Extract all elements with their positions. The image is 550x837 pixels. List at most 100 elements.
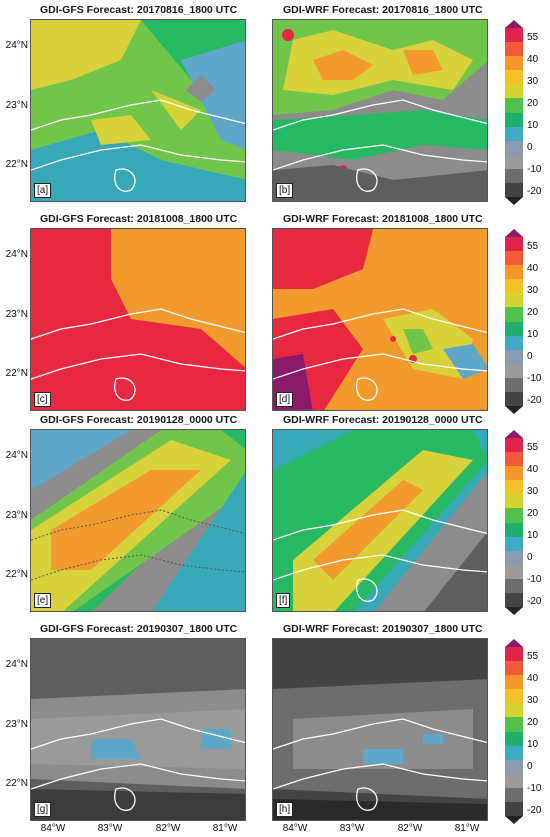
cbar-label-0: 0 <box>527 351 533 362</box>
colorbar-segment <box>505 787 523 803</box>
map-g-field <box>31 639 245 820</box>
cbar-label-55: 55 <box>527 241 539 252</box>
colorbar-labels-row3: 55 40 30 20 10 0 -10 -20 <box>527 430 550 615</box>
panel-title-b: GDI-WRF Forecast: 20170816_1800 UTC <box>283 4 483 16</box>
colorbar-segment <box>505 377 523 393</box>
panel-title-d: GDI-WRF Forecast: 20181008_1800 UTC <box>283 213 483 225</box>
panel-tag-a: [a] <box>34 183 52 198</box>
colorbar-segment <box>505 522 523 538</box>
colorbar-row3 <box>505 430 523 615</box>
panel-tag-g: [g] <box>34 802 52 817</box>
cbar-label-minus20: -20 <box>527 805 542 816</box>
colorbar-top-triangle <box>505 229 523 237</box>
cbar-label-minus20: -20 <box>527 395 542 406</box>
lat-label-23n-row4: 23°N <box>5 719 28 730</box>
lat-label-22n-row2: 22°N <box>5 368 28 379</box>
colorbar-segment <box>505 494 523 509</box>
lon-label-82w-left: 82°W <box>155 823 181 834</box>
lon-label-81w-left: 81°W <box>212 823 238 834</box>
lat-label-22n-row3: 22°N <box>5 569 28 580</box>
colorbar-bottom-triangle <box>505 816 523 824</box>
panel-title-c: GDI-GFS Forecast: 20181008_1800 UTC <box>40 213 238 225</box>
colorbar-segment <box>505 438 523 453</box>
map-h-field <box>273 639 487 820</box>
cbar-label-20: 20 <box>527 717 539 728</box>
map-panel-f: [f] <box>272 429 488 612</box>
colorbar-segment <box>505 480 523 495</box>
colorbar-segment <box>505 731 523 747</box>
colorbar-segment <box>505 703 523 718</box>
cbar-label-10: 10 <box>527 530 539 541</box>
colorbar-labels-row4: 55 40 30 20 10 0 -10 -20 <box>527 639 550 824</box>
map-panel-g: [g] <box>30 638 246 821</box>
colorbar-segment <box>505 112 523 128</box>
colorbar-segment <box>505 182 523 198</box>
colorbar-segment <box>505 717 523 732</box>
cbar-label-0: 0 <box>527 142 533 153</box>
panel-tag-d: [d] <box>276 392 294 407</box>
colorbar-segment <box>505 70 523 85</box>
colorbar-segment <box>505 168 523 184</box>
colorbar-bottom-triangle <box>505 607 523 615</box>
colorbar-segment <box>505 363 523 379</box>
colorbar-segment <box>505 307 523 322</box>
lon-label-84w-left: 84°W <box>40 823 66 834</box>
lon-label-82w-right: 82°W <box>397 823 423 834</box>
colorbar-bottom-triangle <box>505 406 523 414</box>
colorbar-top-triangle <box>505 639 523 647</box>
colorbar-row1 <box>505 20 523 205</box>
map-e-field <box>31 430 245 611</box>
colorbar-segment <box>505 279 523 294</box>
cbar-label-30: 30 <box>527 285 539 296</box>
panel-tag-b: [b] <box>276 183 294 198</box>
colorbar-segment <box>505 391 523 407</box>
cbar-label-55: 55 <box>527 651 539 662</box>
panel-title-g: GDI-GFS Forecast: 20190307_1800 UTC <box>40 623 238 635</box>
cbar-label-0: 0 <box>527 552 533 563</box>
colorbar-segment <box>505 84 523 99</box>
colorbar-segment <box>505 466 523 481</box>
cbar-label-minus10: -10 <box>527 783 542 794</box>
colorbar-segment <box>505 647 523 662</box>
colorbar-row4 <box>505 639 523 824</box>
colorbar-segment <box>505 140 523 156</box>
colorbar-segment <box>505 56 523 71</box>
lat-label-22n-row1: 22°N <box>5 159 28 170</box>
cbar-label-40: 40 <box>527 464 539 475</box>
colorbar-segment <box>505 154 523 170</box>
cbar-label-20: 20 <box>527 508 539 519</box>
lon-label-83w-right: 83°W <box>339 823 365 834</box>
cbar-label-55: 55 <box>527 442 539 453</box>
map-c-field <box>31 229 245 410</box>
cbar-label-55: 55 <box>527 32 539 43</box>
panel-tag-h: [h] <box>276 802 294 817</box>
colorbar-segment <box>505 578 523 594</box>
cbar-label-10: 10 <box>527 739 539 750</box>
colorbar-segment <box>505 452 523 467</box>
cbar-label-30: 30 <box>527 486 539 497</box>
map-panel-d: [d] <box>272 228 488 411</box>
colorbar-segment <box>505 126 523 142</box>
colorbar-segment <box>505 265 523 280</box>
lat-label-23n-row2: 23°N <box>5 309 28 320</box>
colorbar-segment <box>505 335 523 351</box>
colorbar-segment <box>505 508 523 523</box>
lat-label-22n-row4: 22°N <box>5 778 28 789</box>
lat-label-23n-row1: 23°N <box>5 100 28 111</box>
colorbar-segment <box>505 98 523 113</box>
cbar-label-minus20: -20 <box>527 186 542 197</box>
map-d-field <box>273 229 487 410</box>
colorbar-segment <box>505 801 523 817</box>
panel-title-e: GDI-GFS Forecast: 20190128_0000 UTC <box>40 414 238 426</box>
map-panel-e: [e] <box>30 429 246 612</box>
cbar-label-30: 30 <box>527 76 539 87</box>
panel-title-h: GDI-WRF Forecast: 20190307_1800 UTC <box>283 623 483 635</box>
colorbar-segment <box>505 237 523 252</box>
lat-label-24n-row4: 24°N <box>5 659 28 670</box>
colorbar-segment <box>505 28 523 43</box>
cbar-label-0: 0 <box>527 761 533 772</box>
cbar-label-minus10: -10 <box>527 373 542 384</box>
colorbar-segment <box>505 550 523 566</box>
lat-label-23n-row3: 23°N <box>5 510 28 521</box>
colorbar-segment <box>505 564 523 580</box>
